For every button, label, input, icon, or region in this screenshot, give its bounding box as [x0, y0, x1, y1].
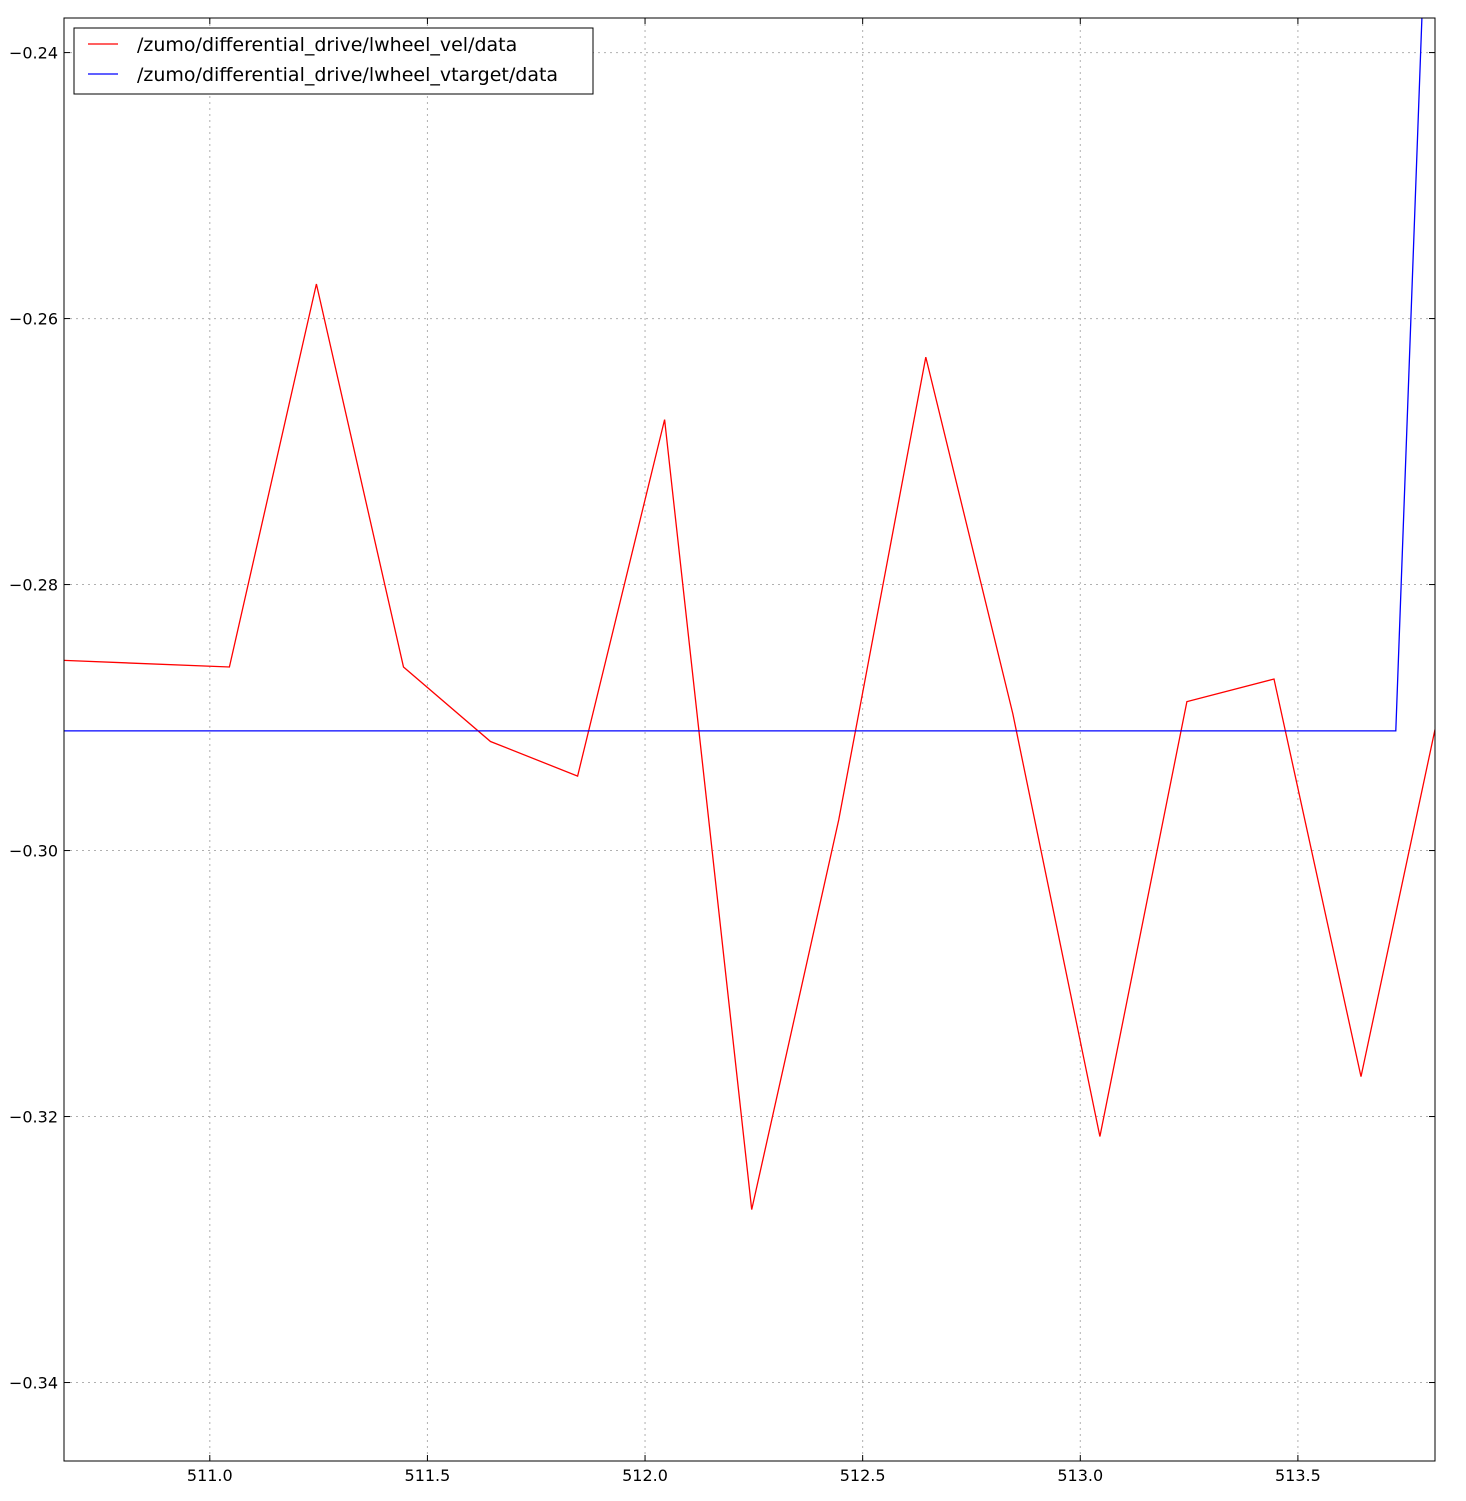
x-tick-label: 513.0 [1057, 1466, 1103, 1485]
legend-box [73, 27, 594, 95]
x-tick-label: 511.0 [187, 1466, 233, 1485]
series-line-1 [64, 18, 1423, 732]
legend-label-lwheel-vel: /zumo/differential_drive/lwheel_vel/data [137, 34, 517, 56]
series-line-0 [64, 283, 1435, 1210]
x-tick-label: 511.5 [405, 1466, 451, 1485]
x-tick-label: 513.5 [1275, 1466, 1321, 1485]
series-group [64, 18, 1435, 1210]
y-tick-label: −0.30 [9, 842, 58, 861]
y-tick-label: −0.34 [9, 1374, 58, 1393]
y-tick-label: −0.28 [9, 576, 58, 595]
x-tick-label: 512.0 [622, 1466, 668, 1485]
y-tick-label: −0.24 [9, 44, 58, 63]
ticks: 511.0 511.5 512.0 512.5 513.0 513.5 −0.24 −0.26… [9, 18, 1435, 1485]
plot-background [64, 18, 1435, 1461]
legend: /zumo/differential_drive/lwheel_vel/data… [73, 27, 594, 95]
x-tick-label: 512.5 [840, 1466, 886, 1485]
y-tick-label: −0.26 [9, 310, 58, 329]
plot-frame [63, 17, 1436, 1462]
y-tick-label: −0.32 [9, 1108, 58, 1127]
legend-label-lwheel-vtarget: /zumo/differential_drive/lwheel_vtarget/… [137, 64, 558, 86]
